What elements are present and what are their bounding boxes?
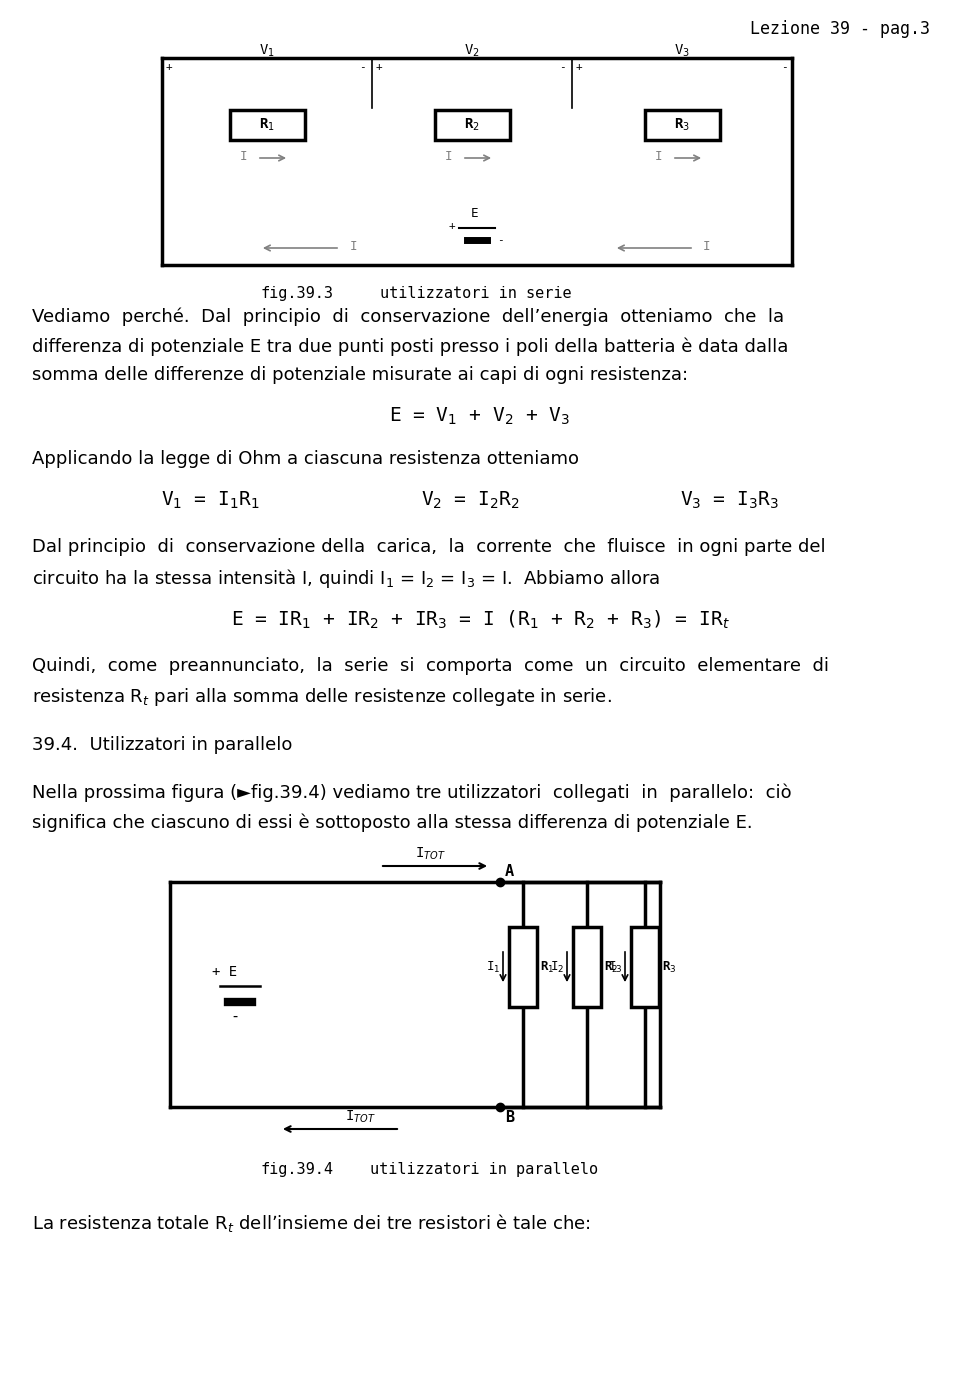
Text: Dal principio  di  conservazione della  carica,  la  corrente  che  fluisce  in : Dal principio di conservazione della car… bbox=[32, 538, 826, 556]
Text: differenza di potenziale E tra due punti posti presso i poli della batteria è da: differenza di potenziale E tra due punti… bbox=[32, 336, 788, 356]
Text: R$_1$: R$_1$ bbox=[540, 959, 554, 974]
Text: I$_{TOT}$: I$_{TOT}$ bbox=[415, 845, 445, 862]
Text: Nella prossima figura (►fig.39.4) vediamo tre utilizzatori  collegati  in  paral: Nella prossima figura (►fig.39.4) vediam… bbox=[32, 784, 792, 802]
Bar bbox=[645, 110, 720, 140]
Text: A: A bbox=[505, 865, 515, 878]
Text: R$_2$: R$_2$ bbox=[604, 959, 618, 974]
Text: utilizzatori in serie: utilizzatori in serie bbox=[380, 286, 571, 302]
Text: utilizzatori in parallelo: utilizzatori in parallelo bbox=[370, 1162, 598, 1177]
Text: + E: + E bbox=[212, 965, 237, 979]
Bar bbox=[631, 927, 659, 1006]
Text: R$_2$: R$_2$ bbox=[464, 117, 480, 133]
Text: I$_3$: I$_3$ bbox=[608, 959, 622, 974]
Text: E = V$_1$ + V$_2$ + V$_3$: E = V$_1$ + V$_2$ + V$_3$ bbox=[390, 406, 570, 427]
Text: I: I bbox=[350, 240, 357, 253]
Text: V$_2$: V$_2$ bbox=[464, 43, 480, 60]
Text: R$_1$: R$_1$ bbox=[259, 117, 275, 133]
Text: B: B bbox=[505, 1111, 515, 1125]
Text: E: E bbox=[470, 207, 478, 220]
Text: fig.39.3: fig.39.3 bbox=[260, 286, 333, 302]
Text: I$_2$: I$_2$ bbox=[550, 959, 564, 974]
Text: Applicando la legge di Ohm a ciascuna resistenza otteniamo: Applicando la legge di Ohm a ciascuna re… bbox=[32, 450, 579, 468]
Text: -: - bbox=[560, 63, 566, 72]
Bar bbox=[435, 110, 510, 140]
Text: La resistenza totale R$_t$ dell’insieme dei tre resistori è tale che:: La resistenza totale R$_t$ dell’insieme … bbox=[32, 1212, 591, 1234]
Text: Quindi,  come  preannunciato,  la  serie  si  comporta  come  un  circuito  elem: Quindi, come preannunciato, la serie si … bbox=[32, 657, 829, 676]
Text: V$_1$: V$_1$ bbox=[259, 43, 275, 60]
Text: +: + bbox=[376, 63, 383, 72]
Text: significa che ciascuno di essi è sottoposto alla stessa differenza di potenziale: significa che ciascuno di essi è sottopo… bbox=[32, 813, 753, 831]
Text: -: - bbox=[359, 63, 366, 72]
Text: resistenza R$_t$ pari alla somma delle resistenze collegate in serie.: resistenza R$_t$ pari alla somma delle r… bbox=[32, 687, 612, 708]
Text: I: I bbox=[444, 150, 452, 164]
Text: Lezione 39 - pag.3: Lezione 39 - pag.3 bbox=[750, 19, 930, 38]
Bar bbox=[573, 927, 601, 1006]
Text: -: - bbox=[781, 63, 788, 72]
Text: I: I bbox=[703, 240, 710, 253]
Bar bbox=[509, 927, 537, 1006]
Text: I$_{TOT}$: I$_{TOT}$ bbox=[345, 1109, 375, 1125]
Text: V$_3$ = I$_3$R$_3$: V$_3$ = I$_3$R$_3$ bbox=[681, 491, 780, 512]
Text: fig.39.4: fig.39.4 bbox=[260, 1162, 333, 1177]
Bar bbox=[230, 110, 305, 140]
Text: -: - bbox=[497, 235, 504, 245]
Text: V$_3$: V$_3$ bbox=[674, 43, 690, 60]
Text: +: + bbox=[166, 63, 173, 72]
Text: -: - bbox=[230, 1009, 240, 1023]
Text: I$_1$: I$_1$ bbox=[486, 959, 500, 974]
Text: somma delle differenze di potenziale misurate ai capi di ogni resistenza:: somma delle differenze di potenziale mis… bbox=[32, 366, 688, 384]
Text: +: + bbox=[576, 63, 583, 72]
Text: I: I bbox=[239, 150, 247, 164]
Text: R$_3$: R$_3$ bbox=[674, 117, 690, 133]
Text: +: + bbox=[448, 221, 455, 231]
Text: V$_1$ = I$_1$R$_1$: V$_1$ = I$_1$R$_1$ bbox=[160, 491, 259, 512]
Text: 39.4.  Utilizzatori in parallelo: 39.4. Utilizzatori in parallelo bbox=[32, 735, 293, 753]
Text: V$_2$ = I$_2$R$_2$: V$_2$ = I$_2$R$_2$ bbox=[420, 491, 519, 512]
Text: R$_3$: R$_3$ bbox=[662, 959, 677, 974]
Text: E = IR$_1$ + IR$_2$ + IR$_3$ = I (R$_1$ + R$_2$ + R$_3$) = IR$_t$: E = IR$_1$ + IR$_2$ + IR$_3$ = I (R$_1$ … bbox=[230, 609, 730, 631]
Text: Vediamo  perché.  Dal  principio  di  conservazione  dell’energia  otteniamo  ch: Vediamo perché. Dal principio di conserv… bbox=[32, 309, 784, 327]
Text: I: I bbox=[655, 150, 662, 164]
Text: circuito ha la stessa intensità I, quindi I$_1$ = I$_2$ = I$_3$ = I.  Abbiamo al: circuito ha la stessa intensità I, quind… bbox=[32, 567, 660, 589]
